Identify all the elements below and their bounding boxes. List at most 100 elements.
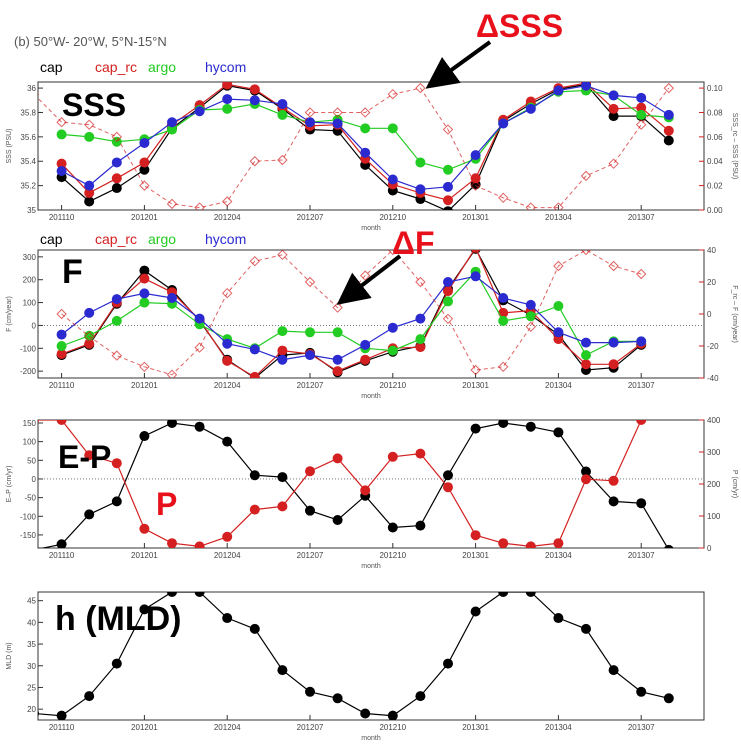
f-point-cap-rc (581, 359, 591, 370)
ep-point-p (84, 450, 95, 461)
legend-argo: argo (148, 59, 176, 75)
sss-marker--sss (663, 82, 675, 94)
sss-xtick-label: 201207 (297, 213, 324, 222)
sss-point-hycom (443, 181, 453, 192)
sss-line-hycom (61, 85, 670, 190)
sss-marker--sss (139, 180, 150, 191)
mld-point-mld (553, 613, 564, 624)
mld-point-mld (194, 592, 205, 597)
ep-point-e-p (139, 431, 150, 442)
sss-xtick-label: 201210 (379, 213, 406, 222)
ep-ytick-label: -50 (24, 494, 36, 503)
ep-point-p (305, 466, 315, 477)
legend-cap-2: cap (40, 231, 63, 247)
ep-point-e-p (249, 470, 260, 481)
mld-point-mld (608, 665, 619, 676)
ep-xtick-label: 201201 (131, 551, 158, 560)
sss-marker--sss (166, 198, 178, 210)
f-point-hycom (498, 293, 509, 303)
ep-ylabel: E–P (cm/yr) (6, 466, 13, 503)
sss-y2tick-label: 0.02 (707, 182, 723, 191)
legend-cap: cap (40, 59, 63, 75)
f-point-argo (139, 297, 150, 308)
sss-ytick-label: 35.6 (20, 133, 36, 142)
mld-xtick-label: 201207 (297, 723, 324, 732)
ep-point-p (139, 523, 150, 534)
sss-line-cap-rc (61, 82, 670, 201)
ep-point-e-p (525, 421, 536, 432)
f-point-hycom (249, 344, 260, 355)
legend-hycom-2: hycom (205, 231, 246, 247)
sss-marker--sss (553, 202, 564, 210)
ep-point-p (387, 451, 398, 462)
ep-point-e-p (167, 420, 177, 428)
f-marker--f (608, 260, 619, 272)
sss-marker--sss (221, 196, 233, 207)
f-xtick-label: 201304 (545, 381, 572, 390)
f-ytick-label: 200 (23, 276, 37, 285)
sss-marker--sss (635, 119, 647, 130)
ep-xtick-label: 201204 (214, 551, 241, 560)
f-point-cap-rc (360, 354, 371, 365)
sss-xtick-label: 201204 (214, 213, 241, 222)
f-point-argo (387, 345, 398, 356)
f-point-hycom (194, 313, 205, 324)
mld-point-mld (305, 686, 315, 697)
ep-point-p (277, 501, 288, 512)
mld-ytick-label: 35 (27, 640, 36, 649)
ep-point-e-p (194, 421, 205, 432)
ep-point-p (38, 420, 39, 423)
f-point-argo (498, 315, 509, 326)
ep-y2tick-label: 300 (707, 448, 721, 457)
f-ytick-label: 100 (23, 299, 37, 308)
sss-y2tick-label: 0.06 (707, 133, 723, 142)
f-marker--f (277, 250, 288, 261)
ep-point-e-p (38, 546, 39, 548)
f-point-argo (305, 327, 315, 338)
ep-point-p (167, 538, 177, 548)
f-point-cap-rc (139, 273, 150, 284)
f-point-argo (525, 311, 536, 322)
f-marker--f (249, 255, 261, 267)
f-marker--f (635, 268, 647, 280)
ep-point-p (636, 420, 647, 425)
mld-point-mld (498, 592, 509, 597)
f-y2tick-label: -40 (707, 374, 719, 383)
ep-point-e-p (443, 470, 453, 481)
sss-point-hycom (415, 184, 426, 195)
f-point-argo (332, 327, 343, 338)
sss-point-cap-rc (84, 187, 95, 198)
ep-point-p (56, 420, 67, 425)
ep-line-e-p (40, 422, 669, 548)
ep-y2tick-label: 400 (707, 416, 721, 425)
sss-point-cap-rc (222, 82, 233, 90)
f-xtick-label: 201204 (214, 381, 241, 390)
f-point-cap-rc (249, 371, 260, 378)
overlay-ep-label: E-P (58, 439, 111, 475)
f-line-argo (61, 270, 642, 356)
f-point-hycom (111, 294, 122, 305)
overlay-delta-sss-label: ΔSSS (476, 8, 563, 44)
sss-point-argo (222, 103, 233, 114)
f-point-argo (443, 296, 453, 307)
sss-point-argo (56, 129, 67, 140)
f-y2tick-label: 20 (707, 278, 716, 287)
legend-hycom: hycom (205, 59, 246, 75)
f-point-cap-rc (443, 286, 453, 297)
sss-point-cap-rc (443, 195, 453, 206)
mld-series-group (38, 592, 674, 720)
sss-ytick-label: 35 (27, 206, 36, 215)
sss-y2tick-label: 0.00 (707, 206, 723, 215)
sss-plot-frame (37, 81, 705, 211)
figure-header: (b) 50°W- 20°W, 5°N-15°N (14, 34, 167, 49)
f-marker--f (304, 276, 316, 288)
sss-point-hycom (56, 165, 67, 176)
f-marker--f (580, 250, 592, 256)
mld-plot-frame (37, 591, 705, 721)
ep-point-e-p (84, 509, 95, 520)
f-point-cap-rc (415, 342, 426, 353)
f-ylabel-right: F_rc – F (cm/year) (731, 285, 738, 343)
f-xtick-label: 201301 (462, 381, 489, 390)
mld-ytick-label: 40 (27, 618, 36, 627)
f-series-group (56, 250, 647, 378)
